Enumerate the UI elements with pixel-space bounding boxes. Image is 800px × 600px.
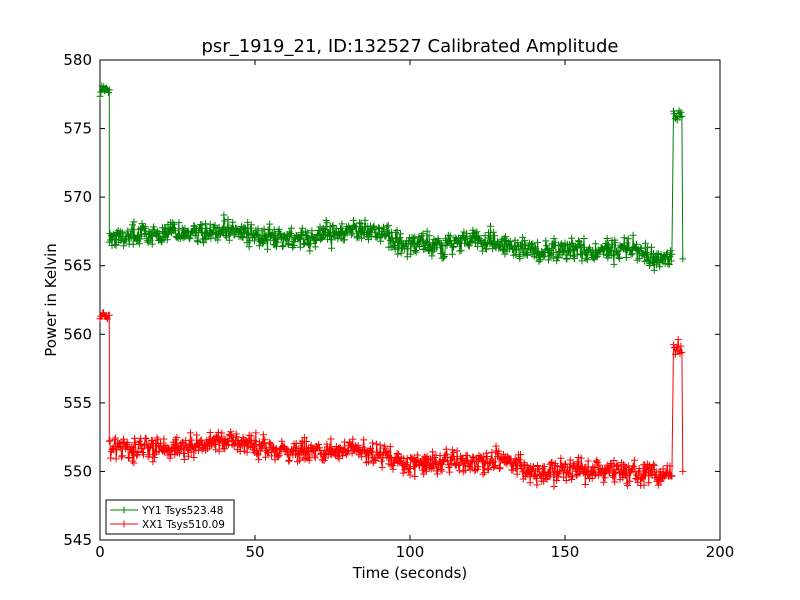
y-tick-label: 555 bbox=[63, 394, 92, 412]
y-tick-label: 565 bbox=[63, 257, 92, 275]
series-markers bbox=[96, 82, 687, 274]
x-tick-label: 50 bbox=[245, 543, 264, 561]
y-tick-label: 545 bbox=[63, 531, 92, 549]
series-1 bbox=[96, 82, 687, 274]
y-tick-label: 570 bbox=[63, 188, 92, 206]
legend-entry: XX1 Tsys510.09 bbox=[110, 519, 225, 531]
legend-label: XX1 Tsys510.09 bbox=[142, 519, 225, 531]
plot-area: 0 50 100 150 200 545 550 555 560 565 570 575 580 bbox=[63, 51, 734, 561]
x-tick-label: 150 bbox=[551, 543, 580, 561]
legend-marker bbox=[120, 520, 128, 528]
series-2 bbox=[96, 309, 687, 490]
chart-title: psr_1919_21, ID:132527 Calibrated Amplit… bbox=[201, 36, 618, 57]
x-axis-label: Time (seconds) bbox=[352, 564, 468, 582]
y-tick-label: 550 bbox=[63, 462, 92, 480]
y-tick-label: 560 bbox=[63, 325, 92, 343]
x-tick-label: 100 bbox=[396, 543, 425, 561]
x-tick-label: 0 bbox=[95, 543, 105, 561]
legend-entry: YY1 Tsys523.48 bbox=[110, 505, 223, 517]
y-axis-label: Power in Kelvin bbox=[42, 243, 60, 357]
ticks-layer: 0 50 100 150 200 545 550 555 560 565 570 575 580 bbox=[63, 51, 734, 561]
legend-marker bbox=[120, 506, 128, 514]
legend-box bbox=[105, 499, 235, 535]
x-tick-label: 200 bbox=[706, 543, 735, 561]
legend: YY1 Tsys523.48 XX1 Tsys510.09 bbox=[105, 499, 235, 535]
legend-items: YY1 Tsys523.48 XX1 Tsys510.09 bbox=[110, 505, 225, 531]
legend-label: YY1 Tsys523.48 bbox=[141, 505, 223, 517]
y-tick-label: 580 bbox=[63, 51, 92, 69]
series-layer bbox=[96, 82, 687, 490]
series-markers bbox=[96, 309, 687, 490]
y-tick-label: 575 bbox=[63, 120, 92, 138]
